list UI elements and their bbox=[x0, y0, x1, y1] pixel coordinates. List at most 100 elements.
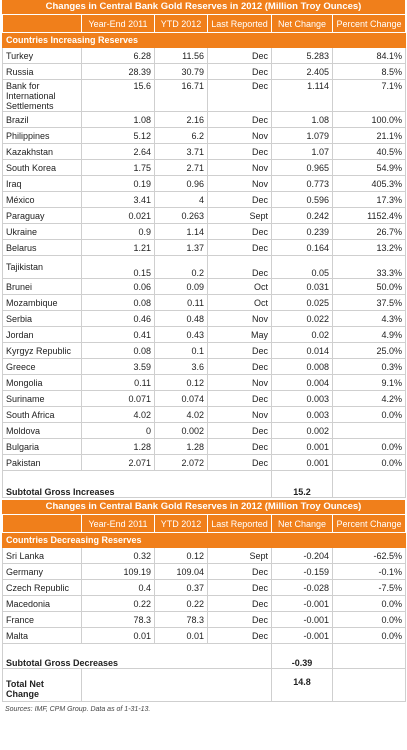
decreasing-reserves-table: Year-End 2011 YTD 2012 Last Reported Net… bbox=[2, 514, 406, 702]
percent-change-cell: -0.1% bbox=[332, 563, 406, 580]
year-end-2011-cell: 0.021 bbox=[81, 207, 155, 224]
year-end-2011-cell: 0.15 bbox=[81, 255, 155, 279]
country-cell: Macedonia bbox=[2, 595, 82, 612]
net-change-cell: 0.025 bbox=[271, 294, 333, 311]
net-change-cell: 0.031 bbox=[271, 278, 333, 295]
percent-change-cell: 54.9% bbox=[332, 159, 406, 176]
net-change-cell: 5.283 bbox=[271, 47, 333, 64]
ytd-2012-cell: 3.71 bbox=[154, 143, 208, 160]
year-end-2011-cell: 5.12 bbox=[81, 127, 155, 144]
last-reported-cell: Dec bbox=[207, 47, 272, 64]
percent-change-cell: 0.0% bbox=[332, 595, 406, 612]
table-row: México 3.41 4 Dec 0.596 17.3% bbox=[2, 191, 406, 208]
col-header-year-end-2011: Year-End 2011 bbox=[81, 14, 155, 33]
table-row: Paraguay 0.021 0.263 Sept 0.242 1152.4% bbox=[2, 207, 406, 224]
country-cell: Sri Lanka bbox=[2, 547, 82, 564]
net-change-cell: 0.239 bbox=[271, 223, 333, 240]
table-row: Kyrgyz Republic 0.08 0.1 Dec 0.014 25.0% bbox=[2, 342, 406, 359]
country-cell: Kyrgyz Republic bbox=[2, 342, 82, 359]
net-change-cell: 1.08 bbox=[271, 111, 333, 128]
last-reported-cell: Nov bbox=[207, 175, 272, 192]
year-end-2011-cell: 0.46 bbox=[81, 310, 155, 327]
country-cell: Bulgaria bbox=[2, 438, 82, 455]
percent-change-cell: 4.3% bbox=[332, 310, 406, 327]
country-cell: Bank for International Settlements bbox=[2, 79, 82, 112]
country-cell: Brazil bbox=[2, 111, 82, 128]
col-header-ytd-2012: YTD 2012 bbox=[154, 14, 208, 33]
year-end-2011-cell: 0.32 bbox=[81, 547, 155, 564]
col-header-year-end-2011: Year-End 2011 bbox=[81, 514, 155, 533]
country-cell: Belarus bbox=[2, 239, 82, 256]
last-reported-cell: Dec bbox=[207, 390, 272, 407]
net-change-cell: 0.022 bbox=[271, 310, 333, 327]
percent-change-cell: -62.5% bbox=[332, 547, 406, 564]
country-cell: Pakistan bbox=[2, 454, 82, 471]
table-row: Mongolia 0.11 0.12 Nov 0.004 9.1% bbox=[2, 374, 406, 391]
last-reported-cell: Dec bbox=[207, 63, 272, 80]
ytd-2012-cell: 0.002 bbox=[154, 422, 208, 439]
table-row: Brunei 0.06 0.09 Oct 0.031 50.0% bbox=[2, 278, 406, 295]
percent-change-cell: 37.5% bbox=[332, 294, 406, 311]
net-change-cell: 0.05 bbox=[271, 255, 333, 279]
table-row: Kazakhstan 2.64 3.71 Dec 1.07 40.5% bbox=[2, 143, 406, 160]
percent-change-cell bbox=[332, 422, 406, 439]
total-value: 14.8 bbox=[271, 668, 333, 702]
ytd-2012-cell: 0.22 bbox=[154, 595, 208, 612]
year-end-2011-cell: 0.08 bbox=[81, 294, 155, 311]
net-change-cell: 0.001 bbox=[271, 438, 333, 455]
table-row: Greece 3.59 3.6 Dec 0.008 0.3% bbox=[2, 358, 406, 375]
percent-change-cell: 100.0% bbox=[332, 111, 406, 128]
ytd-2012-cell: 0.074 bbox=[154, 390, 208, 407]
table-row: Pakistan 2.071 2.072 Dec 0.001 0.0% bbox=[2, 454, 406, 471]
country-cell: México bbox=[2, 191, 82, 208]
ytd-2012-cell: 0.48 bbox=[154, 310, 208, 327]
table-row: Bulgaria 1.28 1.28 Dec 0.001 0.0% bbox=[2, 438, 406, 455]
last-reported-cell: Dec bbox=[207, 111, 272, 128]
table-row: France 78.3 78.3 Dec -0.001 0.0% bbox=[2, 611, 406, 628]
last-reported-cell: Dec bbox=[207, 422, 272, 439]
country-cell: Iraq bbox=[2, 175, 82, 192]
country-cell: Philippines bbox=[2, 127, 82, 144]
percent-change-cell: 405.3% bbox=[332, 175, 406, 192]
country-cell: Czech Republic bbox=[2, 579, 82, 596]
year-end-2011-cell: 0.9 bbox=[81, 223, 155, 240]
country-cell: Jordan bbox=[2, 326, 82, 343]
table-row: Bank for International Settlements 15.6 16… bbox=[2, 79, 406, 112]
section-label: Countries Increasing Reserves bbox=[2, 32, 406, 48]
percent-change-cell: 33.3% bbox=[332, 255, 406, 279]
country-cell: Brunei bbox=[2, 278, 82, 295]
percent-change-cell: 25.0% bbox=[332, 342, 406, 359]
table-row: Malta 0.01 0.01 Dec -0.001 0.0% bbox=[2, 627, 406, 644]
net-change-cell: 0.164 bbox=[271, 239, 333, 256]
table-row: Russia 28.39 30.79 Dec 2.405 8.5% bbox=[2, 63, 406, 80]
col-header-country bbox=[2, 14, 82, 33]
subtotal-empty bbox=[332, 643, 406, 669]
net-change-cell: -0.001 bbox=[271, 627, 333, 644]
net-change-cell: -0.028 bbox=[271, 579, 333, 596]
last-reported-cell: Sept bbox=[207, 547, 272, 564]
last-reported-cell: Dec bbox=[207, 611, 272, 628]
table-row: Philippines 5.12 6.2 Nov 1.079 21.1% bbox=[2, 127, 406, 144]
year-end-2011-cell: 78.3 bbox=[81, 611, 155, 628]
last-reported-cell: Dec bbox=[207, 563, 272, 580]
net-change-cell: 0.014 bbox=[271, 342, 333, 359]
percent-change-cell: 0.0% bbox=[332, 406, 406, 423]
total-label: Total Net Change bbox=[2, 668, 82, 702]
percent-change-cell: 21.1% bbox=[332, 127, 406, 144]
net-change-cell: 2.405 bbox=[271, 63, 333, 80]
net-change-cell: 0.003 bbox=[271, 406, 333, 423]
year-end-2011-cell: 0.11 bbox=[81, 374, 155, 391]
table-row: Mozambique 0.08 0.11 Oct 0.025 37.5% bbox=[2, 294, 406, 311]
percent-change-cell: 40.5% bbox=[332, 143, 406, 160]
ytd-2012-cell: 0.01 bbox=[154, 627, 208, 644]
ytd-2012-cell: 1.28 bbox=[154, 438, 208, 455]
col-header-last-reported: Last Reported bbox=[207, 514, 272, 533]
percent-change-cell: 0.0% bbox=[332, 454, 406, 471]
net-change-cell: 0.02 bbox=[271, 326, 333, 343]
subtotal-value: -0.39 bbox=[271, 643, 333, 669]
col-header-percent-change: Percent Change bbox=[332, 14, 406, 33]
country-cell: Serbia bbox=[2, 310, 82, 327]
year-end-2011-cell: 2.071 bbox=[81, 454, 155, 471]
ytd-2012-cell: 0.11 bbox=[154, 294, 208, 311]
year-end-2011-cell: 0.4 bbox=[81, 579, 155, 596]
